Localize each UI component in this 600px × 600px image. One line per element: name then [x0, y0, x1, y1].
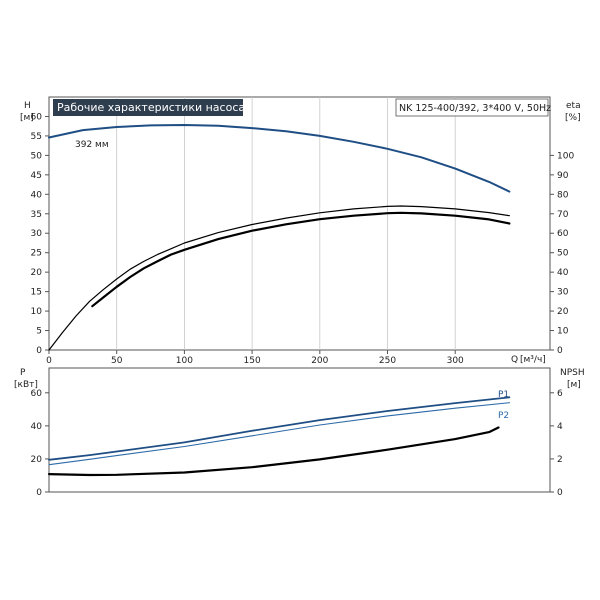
npsh-axis-label: NPSH: [560, 368, 585, 378]
x-tick-label: 100: [176, 356, 193, 366]
h-axis-label: H: [24, 101, 31, 111]
p-tick-label: 40: [31, 422, 43, 432]
top-grid: [116, 97, 456, 350]
eta-tick-label: 50: [557, 249, 569, 259]
eta-axis-ticks: 0 10 20 30 40 50 60 70 80 90 100: [550, 151, 574, 356]
q-axis-label: Q: [511, 355, 518, 365]
h-tick-label: 20: [31, 268, 43, 278]
eta-tick-label: 90: [557, 171, 569, 181]
chart-title-box: [53, 99, 243, 116]
p-tick-label: 0: [36, 488, 42, 498]
pump-model-label: NK 125-400/392, 3*400 V, 50Hz: [399, 103, 551, 114]
eta-tick-label: 30: [557, 288, 569, 298]
eta-tick-label: 0: [557, 346, 563, 356]
npsh-tick-label: 6: [557, 389, 563, 399]
eta-tick-label: 80: [557, 190, 569, 200]
impeller-diameter-label: 392 мм: [75, 140, 109, 150]
q-axis-ticks: 0 50 100 150 200 250 300: [46, 350, 464, 366]
eta-tick-label: 10: [557, 327, 569, 337]
npsh-axis-ticks: 0 2 4 6: [550, 389, 563, 498]
eta-tick-label: 100: [557, 151, 574, 161]
p1-label: P1: [498, 390, 509, 400]
p-tick-label: 20: [31, 455, 43, 465]
power-npsh-chart: P [кВт] NPSH [м] 0 20 40 60 0 2 4 6 P1 P2: [14, 367, 585, 498]
p-axis-label: P: [20, 368, 26, 378]
efficiency-curve-outer: [48, 205, 510, 351]
h-tick-label: 50: [31, 151, 43, 161]
npsh-axis-unit: [м]: [567, 380, 581, 390]
p2-label: P2: [498, 411, 509, 421]
chart-title: Рабочие характеристики насоса: [57, 101, 245, 114]
eta-axis-unit: [%]: [565, 113, 581, 123]
h-tick-label: 10: [31, 307, 43, 317]
eta-tick-label: 60: [557, 229, 569, 239]
bottom-plot-frame: [48, 367, 551, 493]
p-axis-unit: [кВт]: [14, 380, 38, 390]
head-efficiency-chart: Рабочие характеристики насоса NK 125-400…: [20, 96, 581, 366]
top-plot-frame: [48, 96, 551, 351]
x-tick-label: 50: [111, 356, 123, 366]
h-tick-label: 0: [36, 346, 42, 356]
npsh-curve: [47, 426, 500, 477]
npsh-tick-label: 0: [557, 488, 563, 498]
h-tick-label: 35: [31, 210, 42, 220]
x-tick-label: 200: [311, 356, 328, 366]
top-series-group: [48, 124, 511, 351]
npsh-tick-label: 4: [557, 422, 563, 432]
h-tick-label: 55: [31, 132, 42, 142]
head-curve: [48, 124, 511, 193]
x-tick-label: 150: [244, 356, 261, 366]
eta-tick-label: 70: [557, 210, 569, 220]
eta-tick-label: 20: [557, 307, 569, 317]
x-tick-label: 250: [379, 356, 396, 366]
h-tick-label: 15: [31, 288, 42, 298]
efficiency-curve-inner: [91, 211, 511, 308]
x-tick-label: 0: [46, 356, 52, 366]
h-tick-label: 30: [31, 229, 43, 239]
h-tick-label: 40: [31, 190, 43, 200]
q-axis-unit: [м³/ч]: [520, 355, 546, 365]
p-axis-ticks: 0 20 40 60: [31, 389, 49, 498]
p-tick-label: 60: [31, 389, 43, 399]
h-tick-label: 5: [36, 327, 42, 337]
h-tick-label: 45: [31, 171, 42, 181]
h-axis-unit: [м]: [20, 113, 34, 123]
bottom-series-group: [47, 396, 511, 477]
h-tick-label: 25: [31, 249, 42, 259]
npsh-tick-label: 2: [557, 455, 563, 465]
p2-power-curve: [48, 402, 510, 466]
p1-power-curve: [48, 396, 511, 461]
eta-tick-label: 40: [557, 268, 569, 278]
x-tick-label: 300: [447, 356, 464, 366]
eta-axis-label: eta: [566, 101, 581, 111]
h-axis-ticks: 0 5 10 15 20 25 30 35 40 45 50 55 60: [31, 112, 49, 356]
pump-model-box: [395, 98, 549, 117]
h-tick-label: 60: [31, 112, 43, 122]
